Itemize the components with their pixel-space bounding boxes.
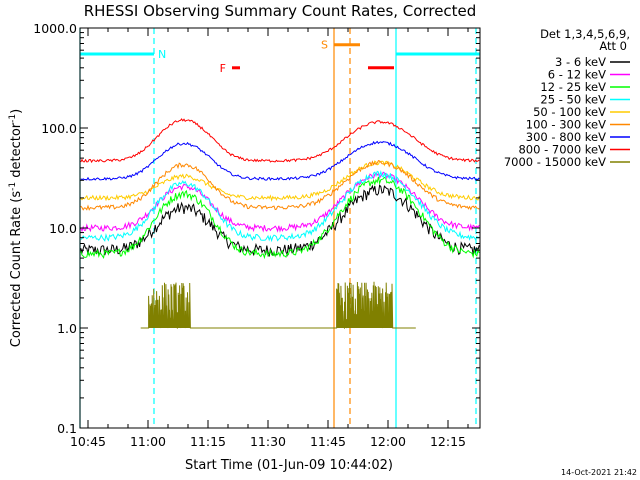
y-tick-label: 1000.0 [33, 21, 77, 36]
legend-header-attenuator: Att 0 [599, 39, 627, 53]
legend-entry-label: 25 - 50 keV [540, 93, 606, 107]
legend-entry-label: 800 - 7000 keV [518, 143, 606, 157]
flag-label: N [158, 48, 166, 61]
x-tick-label: 11:45 [310, 434, 346, 449]
series-line [140, 281, 416, 330]
chart-title: RHESSI Observing Summary Count Rates, Co… [84, 2, 477, 20]
legend-header-detectors: Det 1,3,4,5,6,9, [540, 27, 630, 41]
x-tick-label: 11:00 [130, 434, 166, 449]
legend-entry-label: 6 - 12 keV [548, 68, 606, 82]
y-axis-label: Corrected Count Rate (s-1 detector-1) [8, 109, 24, 347]
axes: 1000.0 100.0 10.0 1.0 0.110:45 11:00 11:15 11:3… [33, 21, 480, 449]
series-line [80, 170, 480, 243]
series-lines [80, 118, 480, 330]
footer-date: 14-Oct-2021 21:42 [561, 468, 637, 477]
x-tick-label: 11:15 [190, 434, 226, 449]
y-tick-label: 0.1 [57, 421, 77, 436]
y-tick-label: 100.0 [41, 121, 77, 136]
flag-label: S [321, 39, 328, 52]
y-tick-label: 10.0 [49, 221, 77, 236]
series-line [80, 171, 480, 233]
observing-flags: N S F [80, 39, 480, 75]
legend-entry-label: 7000 - 15000 keV [504, 155, 606, 169]
legend-entry-label: 3 - 6 keV [555, 55, 606, 69]
series-line [80, 118, 480, 164]
flag-label: F [220, 62, 226, 75]
x-tick-label: 12:00 [370, 434, 406, 449]
legend-entry-label: 100 - 300 keV [526, 118, 606, 132]
legend-entry-label: 12 - 25 keV [540, 80, 606, 94]
legend-entry-label: 300 - 800 keV [526, 130, 606, 144]
y-tick-label: 1.0 [57, 321, 77, 336]
plot-frame [79, 27, 481, 429]
series-line [80, 160, 480, 202]
x-tick-label: 10:45 [70, 434, 106, 449]
series-line [80, 140, 480, 181]
series-line [80, 184, 480, 257]
series-line [80, 176, 480, 260]
series-line [80, 159, 480, 211]
legend-entry-label: 50 - 100 keV [533, 105, 606, 119]
x-tick-label: 12:15 [430, 434, 466, 449]
x-tick-label: 11:30 [250, 434, 286, 449]
x-axis-label: Start Time (01-Jun-09 10:44:02) [185, 458, 393, 473]
